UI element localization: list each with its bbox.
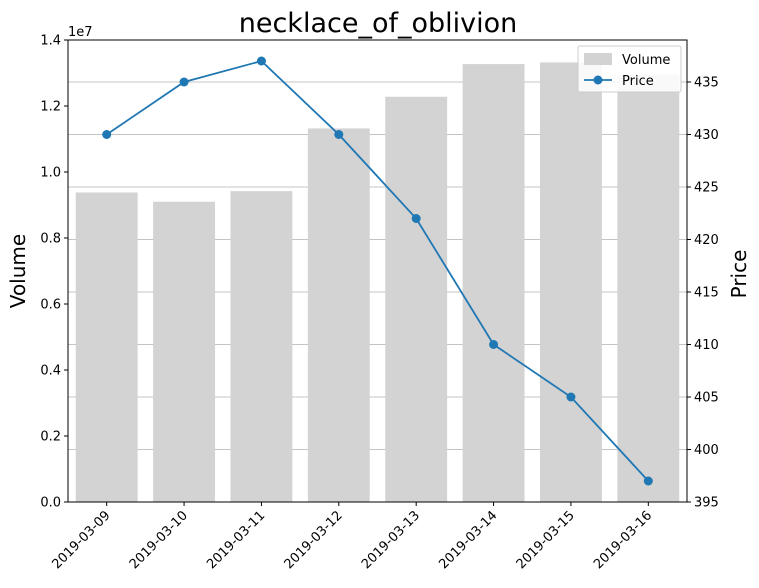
- volume-bars: [75, 62, 680, 503]
- left-axis-offset-text: 1e7: [68, 25, 93, 40]
- volume-bar-6: [539, 62, 602, 502]
- volume-bar-3: [307, 128, 370, 502]
- right-axis-title: Price: [727, 250, 751, 299]
- right-tick-label-4: 415: [694, 286, 719, 301]
- price-line: [106, 59, 649, 482]
- price-point-3: [334, 130, 344, 139]
- right-tick-label-1: 400: [694, 443, 719, 458]
- chart-title: necklace_of_oblivion: [239, 8, 518, 39]
- left-tick-label-0: 0.0: [40, 496, 61, 511]
- left-tick-label-6: 1.2: [40, 100, 61, 115]
- left-tick-label-5: 1.0: [40, 166, 61, 181]
- legend-volume-label: Volume: [622, 53, 670, 68]
- left-tick-label-3: 0.6: [40, 298, 61, 313]
- legend-volume-swatch: [584, 53, 612, 65]
- volume-bar-4: [385, 96, 448, 502]
- left-tick-label-2: 0.4: [40, 364, 61, 379]
- volume-bar-0: [75, 192, 138, 502]
- x-tick-label-6: 2019-03-15: [514, 508, 578, 572]
- price-point-5: [489, 340, 499, 349]
- x-tick-label-4: 2019-03-13: [359, 508, 423, 572]
- legend-price-marker: [593, 75, 603, 85]
- left-axis: 0.0 0.2 0.4 0.6 0.8 1.0 1.2 1.4: [40, 34, 68, 511]
- x-tick-label-3: 2019-03-12: [282, 508, 346, 572]
- volume-bar-2: [230, 191, 293, 502]
- right-tick-label-3: 410: [694, 338, 719, 353]
- legend: Volume Price: [577, 45, 682, 93]
- volume-bar-7: [617, 74, 680, 503]
- right-tick-label-0: 395: [694, 496, 719, 511]
- price-point-2: [256, 56, 266, 66]
- x-tick-label-0: 2019-03-09: [49, 508, 113, 572]
- right-tick-label-8: 435: [694, 76, 719, 91]
- price-points: [102, 56, 653, 486]
- x-tick-label-2: 2019-03-11: [204, 508, 268, 572]
- right-tick-label-2: 405: [694, 391, 719, 406]
- price-point-1: [179, 77, 189, 87]
- volume-bar-1: [153, 201, 216, 502]
- x-axis: 2019-03-09 2019-03-10 2019-03-11 2019-03-12…: [49, 502, 655, 572]
- legend-price-label: Price: [622, 74, 654, 89]
- price-point-6: [566, 392, 576, 402]
- right-tick-label-6: 425: [694, 181, 719, 196]
- left-tick-label-7: 1.4: [40, 34, 61, 49]
- x-tick-label-5: 2019-03-14: [436, 508, 500, 572]
- left-axis-title: Volume: [6, 234, 30, 308]
- left-tick-label-1: 0.2: [40, 430, 61, 445]
- price-point-7: [643, 476, 653, 486]
- right-tick-label-5: 420: [694, 233, 719, 248]
- volume-bar-5: [462, 64, 525, 502]
- price-series-line: [106, 59, 649, 482]
- x-tick-label-7: 2019-03-16: [591, 508, 655, 572]
- right-tick-label-7: 430: [694, 128, 719, 143]
- left-tick-label-4: 0.8: [40, 232, 61, 247]
- price-point-0: [102, 130, 112, 139]
- plot-frame: [67, 39, 688, 503]
- x-tick-label-1: 2019-03-10: [127, 508, 191, 572]
- price-point-4: [411, 214, 421, 223]
- right-axis: 395 400 405 410 415 420 425 430 435: [687, 76, 719, 511]
